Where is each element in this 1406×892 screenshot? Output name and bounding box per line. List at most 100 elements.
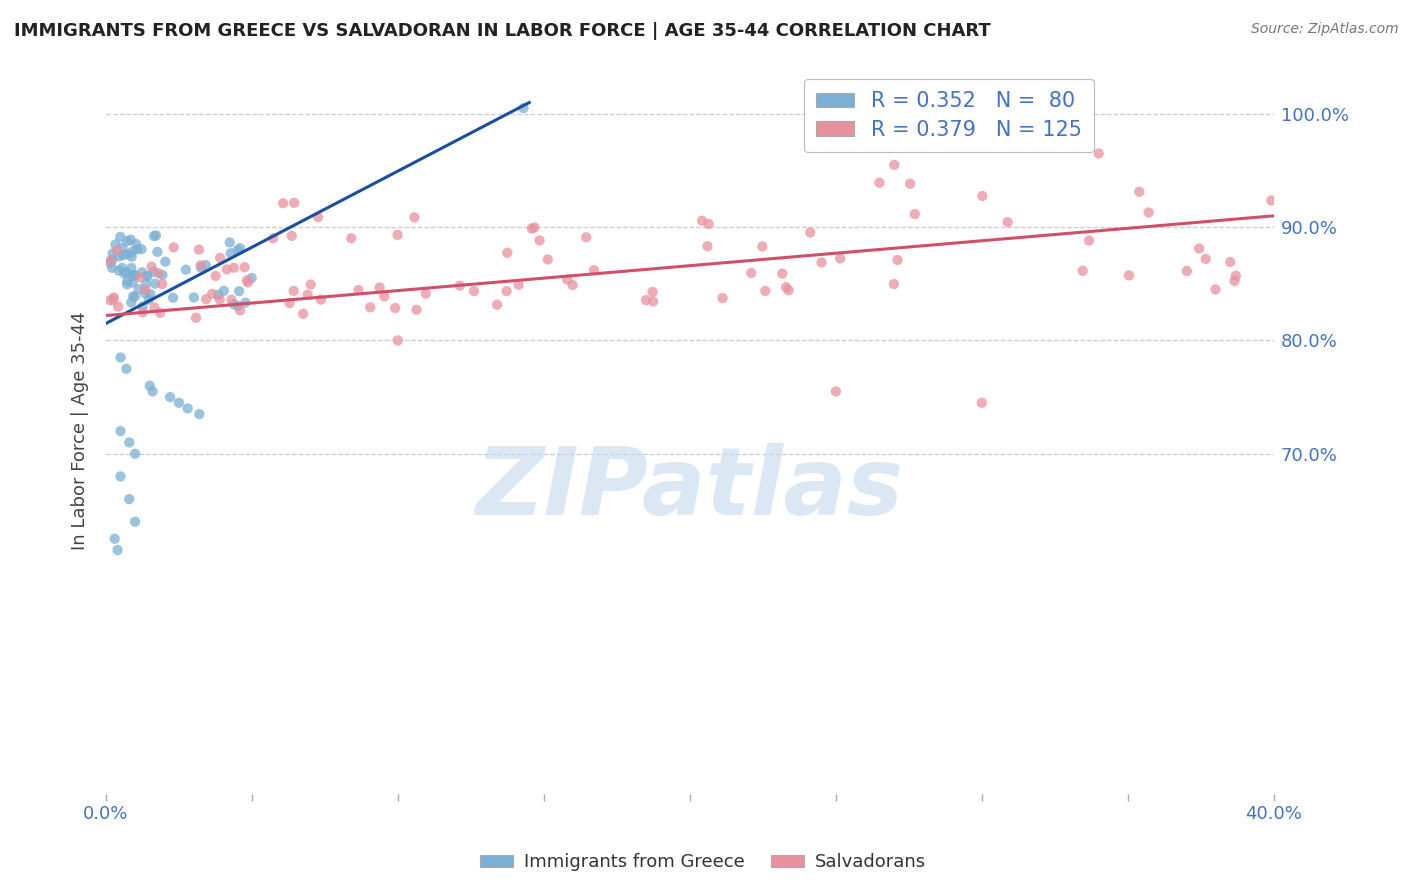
Point	[740, 266, 762, 280]
Point	[207, 288, 229, 302]
Point	[463, 284, 485, 298]
Point	[115, 277, 138, 292]
Point	[149, 306, 172, 320]
Point	[139, 287, 162, 301]
Point	[103, 290, 125, 304]
Point	[131, 242, 153, 256]
Point	[117, 247, 139, 261]
Point	[187, 243, 209, 257]
Point	[215, 262, 238, 277]
Point	[122, 268, 145, 282]
Point	[122, 268, 145, 283]
Point	[120, 233, 142, 247]
Point	[523, 220, 546, 235]
Text: ZIPatlas: ZIPatlas	[475, 443, 904, 535]
Point	[98, 293, 121, 308]
Point	[972, 189, 994, 203]
Point	[561, 278, 583, 293]
Point	[131, 299, 153, 313]
Point	[118, 492, 141, 507]
Point	[236, 273, 259, 287]
Point	[537, 252, 560, 267]
Point	[176, 401, 198, 416]
Point	[297, 287, 319, 301]
Point	[886, 252, 908, 267]
Point	[292, 307, 315, 321]
Point	[751, 239, 773, 253]
Point	[228, 284, 250, 298]
Point	[1225, 268, 1247, 283]
Point	[449, 278, 471, 293]
Point	[190, 258, 212, 272]
Point	[112, 267, 135, 281]
Point	[997, 215, 1019, 229]
Point	[136, 268, 159, 283]
Point	[384, 301, 406, 315]
Point	[101, 260, 124, 275]
Point	[110, 230, 132, 244]
Point	[222, 297, 245, 311]
Point	[520, 221, 543, 235]
Point	[415, 286, 437, 301]
Point	[122, 289, 145, 303]
Point	[218, 235, 240, 250]
Point	[183, 290, 205, 304]
Point	[98, 256, 121, 270]
Point	[124, 447, 146, 461]
Point	[582, 263, 605, 277]
Point	[221, 293, 243, 307]
Point	[825, 384, 848, 399]
Point	[209, 251, 232, 265]
Point	[641, 285, 664, 299]
Point	[368, 280, 391, 294]
Point	[194, 258, 217, 272]
Point	[101, 252, 124, 267]
Point	[143, 229, 166, 244]
Point	[115, 266, 138, 280]
Point	[486, 298, 509, 312]
Point	[115, 234, 138, 248]
Point	[283, 284, 305, 298]
Point	[830, 252, 852, 266]
Point	[496, 245, 519, 260]
Point	[163, 240, 186, 254]
Point	[711, 291, 734, 305]
Point	[162, 291, 184, 305]
Point	[641, 294, 664, 309]
Point	[121, 244, 143, 259]
Point	[754, 284, 776, 298]
Point	[229, 303, 252, 318]
Point	[103, 293, 125, 307]
Point	[188, 407, 211, 421]
Point	[101, 246, 124, 260]
Point	[134, 283, 156, 297]
Point	[1118, 268, 1140, 283]
Point	[883, 277, 905, 291]
Point	[105, 243, 128, 257]
Point	[124, 268, 146, 283]
Point	[104, 237, 127, 252]
Point	[108, 249, 131, 263]
Point	[107, 543, 129, 558]
Point	[1195, 252, 1218, 266]
Point	[110, 469, 132, 483]
Point	[212, 284, 235, 298]
Point	[117, 274, 139, 288]
Point	[150, 277, 173, 291]
Point	[555, 272, 578, 286]
Point	[145, 228, 167, 243]
Point	[240, 271, 263, 285]
Point	[1219, 255, 1241, 269]
Point	[148, 266, 170, 280]
Point	[1071, 264, 1094, 278]
Point	[1175, 264, 1198, 278]
Point	[347, 283, 370, 297]
Point	[696, 239, 718, 253]
Point	[690, 213, 713, 227]
Point	[118, 435, 141, 450]
Point	[1260, 194, 1282, 208]
Point	[142, 265, 165, 279]
Point	[121, 276, 143, 290]
Point	[204, 268, 226, 283]
Point	[283, 195, 305, 210]
